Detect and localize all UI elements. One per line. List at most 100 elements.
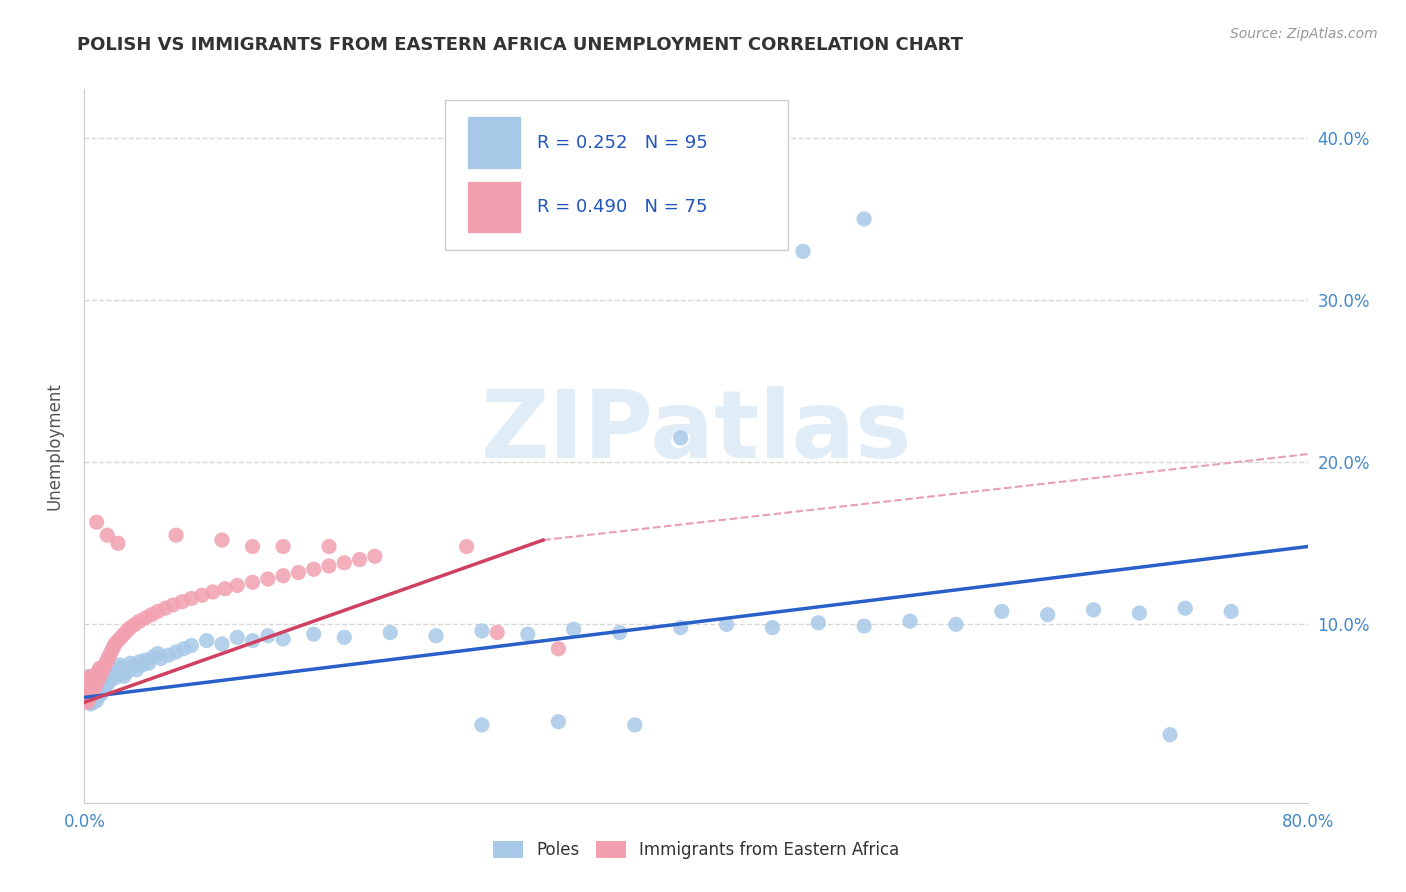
Text: ZIPatlas: ZIPatlas [481, 385, 911, 478]
Point [98, 673, 121, 687]
Point [1036, 607, 1059, 622]
Point [157, 648, 180, 663]
Point [103, 640, 125, 654]
Point [80, 684, 103, 698]
Point [165, 645, 187, 659]
Point [135, 653, 157, 667]
FancyBboxPatch shape [467, 116, 522, 169]
Point [83, 687, 105, 701]
Point [86, 667, 108, 681]
Point [120, 657, 142, 671]
Point [364, 549, 387, 564]
Point [142, 649, 165, 664]
Point [115, 665, 138, 679]
Point [1220, 604, 1243, 618]
Point [172, 595, 194, 609]
Point [83, 679, 105, 693]
Point [471, 624, 494, 638]
Point [120, 621, 142, 635]
Point [97, 669, 120, 683]
Point [90, 687, 112, 701]
Point [75, 679, 97, 693]
Point [991, 604, 1014, 618]
Point [87, 665, 110, 679]
Point [76, 674, 98, 689]
Point [792, 244, 814, 259]
Point [93, 682, 115, 697]
Point [89, 675, 111, 690]
Point [77, 669, 100, 683]
Point [80, 677, 103, 691]
Point [107, 633, 129, 648]
Point [89, 669, 111, 683]
Point [669, 621, 692, 635]
Point [1128, 606, 1150, 620]
Point [79, 689, 101, 703]
Point [853, 619, 876, 633]
Point [146, 604, 169, 618]
Point [853, 211, 876, 226]
Point [86, 675, 108, 690]
Point [80, 692, 103, 706]
Point [83, 674, 105, 689]
Point [76, 687, 98, 701]
Point [76, 682, 98, 697]
Point [302, 627, 325, 641]
Point [333, 556, 356, 570]
Point [898, 614, 921, 628]
Point [110, 661, 132, 675]
Point [180, 639, 202, 653]
Point [110, 631, 132, 645]
Point [155, 601, 177, 615]
Point [79, 681, 101, 695]
Point [84, 690, 107, 705]
FancyBboxPatch shape [467, 180, 522, 234]
Point [83, 695, 105, 709]
Point [211, 637, 233, 651]
Point [80, 669, 103, 683]
Point [87, 689, 110, 703]
Point [380, 625, 402, 640]
Point [807, 615, 830, 630]
Point [103, 667, 125, 681]
Point [349, 552, 371, 566]
Point [669, 431, 692, 445]
Point [1174, 601, 1197, 615]
Point [141, 607, 163, 622]
Point [77, 684, 100, 698]
Point [76, 671, 98, 685]
Point [945, 617, 967, 632]
Point [75, 690, 97, 705]
Point [271, 540, 294, 554]
Point [112, 627, 135, 641]
Point [101, 665, 124, 679]
Point [96, 528, 118, 542]
Point [214, 582, 236, 596]
Point [135, 611, 157, 625]
Point [104, 637, 127, 651]
Point [91, 679, 114, 693]
Point [104, 671, 127, 685]
Point [86, 685, 108, 699]
Point [80, 685, 103, 699]
Point [87, 673, 110, 687]
Point [124, 617, 146, 632]
Point [94, 657, 117, 671]
Point [242, 540, 264, 554]
Point [128, 655, 150, 669]
Point [96, 677, 118, 691]
Point [79, 681, 101, 695]
Point [149, 651, 172, 665]
Point [547, 714, 569, 729]
Point [112, 669, 135, 683]
Point [108, 657, 131, 672]
Point [77, 693, 100, 707]
Point [111, 666, 134, 681]
Point [80, 675, 103, 690]
Point [165, 528, 187, 542]
Point [242, 575, 264, 590]
Point [516, 627, 538, 641]
Point [271, 632, 294, 646]
Point [83, 682, 105, 697]
Point [105, 663, 128, 677]
